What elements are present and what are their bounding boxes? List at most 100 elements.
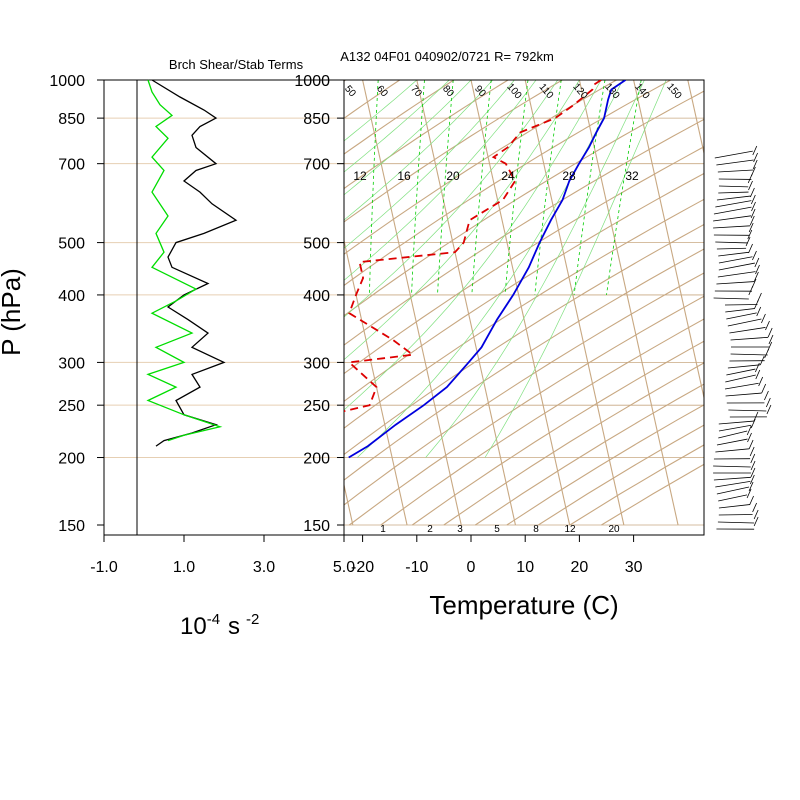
dry-adiabat <box>601 463 704 526</box>
left-pressure-ticks: 150 200 250 300 400 500 700 850 1000 <box>49 73 104 535</box>
dry-adiabat <box>344 272 704 506</box>
left-units-label: 10-4 s -2 <box>180 611 259 640</box>
wind-barb-flag <box>752 159 758 170</box>
wind-barb-flag <box>753 152 758 163</box>
moist-adiabat-label: 20 <box>446 169 460 183</box>
isotherm <box>92 80 191 525</box>
wind-barb <box>716 247 747 250</box>
right-panel-title: A132 04F01 040902/0721 R= 792km <box>340 49 554 64</box>
wind-barb-flag <box>747 173 753 184</box>
wind-barb <box>717 169 754 173</box>
wind-barb-flag <box>755 362 760 373</box>
wind-barb <box>726 368 756 376</box>
dry-adiabat <box>344 146 704 375</box>
dry-adiabat <box>344 90 704 317</box>
wind-barb-flag <box>758 376 764 387</box>
isotherm <box>362 80 462 526</box>
wind-barb-flag <box>753 516 759 527</box>
right-x-tick-label: -10 <box>405 559 428 576</box>
wind-barb <box>718 256 753 264</box>
right-x-tick-label: 30 <box>625 559 643 576</box>
wind-barb-flag <box>750 460 756 471</box>
dry-adiabat <box>344 80 401 119</box>
wind-barb-flag <box>752 250 757 261</box>
y-axis-label: P (hPa) <box>0 268 26 356</box>
left-panel-title: Brch Shear/Stab Terms <box>169 57 304 72</box>
left-pressure-tick-label: 250 <box>58 398 85 415</box>
right-pressure-tick-label: 500 <box>303 236 330 253</box>
dry-adiabat <box>344 118 704 346</box>
wind-barb-flag <box>764 348 769 359</box>
wind-barb <box>717 271 756 278</box>
units-base: 10 <box>180 613 207 640</box>
dry-adiabat <box>344 80 617 255</box>
moist-adiabat <box>344 80 472 196</box>
right-x-tick-label: 20 <box>571 559 589 576</box>
dry-adiabat-label: 60 <box>374 84 390 100</box>
mixing-ratio-line <box>471 80 492 295</box>
wind-barb-flag <box>748 439 754 450</box>
wind-barb <box>727 318 762 327</box>
dry-adiabat-label: 140 <box>632 81 651 101</box>
left-pressure-tick-label: 700 <box>58 157 85 174</box>
moist-adiabat <box>344 80 602 411</box>
left-pressure-tick-label: 200 <box>58 451 85 468</box>
wind-barb <box>718 430 748 439</box>
right-pressure-tick-label: 850 <box>303 111 330 128</box>
dewpoint-profile <box>344 80 602 413</box>
wind-barb-flag <box>747 432 752 443</box>
wind-barb-flag <box>750 453 756 464</box>
wind-barb-flag <box>765 397 771 408</box>
wind-barb <box>716 195 751 201</box>
isotherm <box>633 80 704 401</box>
isotherm <box>470 80 571 526</box>
wind-barb <box>713 465 751 468</box>
wind-barb <box>713 476 751 481</box>
mixing-ratio-line <box>437 80 454 295</box>
wind-barb-flag <box>752 502 757 513</box>
dry-adiabat <box>348 295 704 526</box>
right-x-tick-label: 0 <box>467 559 476 576</box>
wind-barb-flag <box>761 313 766 324</box>
wind-barb <box>713 215 752 222</box>
mixing-ratio-label: 8 <box>533 524 539 535</box>
mixing-ratio-line <box>606 80 642 295</box>
wind-barb-flag <box>748 285 754 296</box>
moist-adiabat <box>425 80 645 458</box>
wind-barb-flag <box>749 215 755 226</box>
wind-barb-flag <box>753 299 759 310</box>
moist-adiabat <box>484 80 667 458</box>
dry-adiabat-label: 100 <box>504 81 523 101</box>
left-pressure-tick-label: 150 <box>58 518 85 535</box>
wind-barb <box>725 308 755 313</box>
mixing-ratio-label: 5 <box>494 524 500 535</box>
left-series-group <box>146 79 238 447</box>
isotherm <box>344 238 408 526</box>
mixing-ratio-label: 3 <box>457 524 463 535</box>
wind-barb <box>716 159 754 166</box>
wind-barb <box>725 304 758 306</box>
wind-barbs <box>713 145 774 530</box>
wind-barb <box>730 353 768 356</box>
wind-barb-flag <box>761 383 767 394</box>
mixing-ratio-line <box>534 80 562 295</box>
moist-adiabat-label: 12 <box>353 169 367 183</box>
wind-barb <box>725 374 756 383</box>
mixing-ratio-label: 2 <box>427 524 433 535</box>
wind-barb <box>718 251 749 257</box>
left-x-ticks: -1.0 1.0 3.0 5.0 <box>90 535 355 576</box>
dry-adiabat <box>344 80 563 223</box>
skew-t-frame <box>343 79 705 536</box>
units-seconds: s <box>228 613 240 640</box>
wind-barb-flag <box>748 243 753 254</box>
wind-barb-flag <box>767 327 773 338</box>
x-axis-label: Temperature (C) <box>429 590 618 620</box>
dry-adiabat-label: 70 <box>408 84 424 100</box>
right-pressure-tick-label: 400 <box>303 288 330 305</box>
right-pressure-tick-label: 250 <box>303 398 330 415</box>
wind-barb-flag <box>748 481 754 492</box>
left-pressure-tick-label: 850 <box>58 111 85 128</box>
left-pressure-tick-label: 500 <box>58 236 85 253</box>
